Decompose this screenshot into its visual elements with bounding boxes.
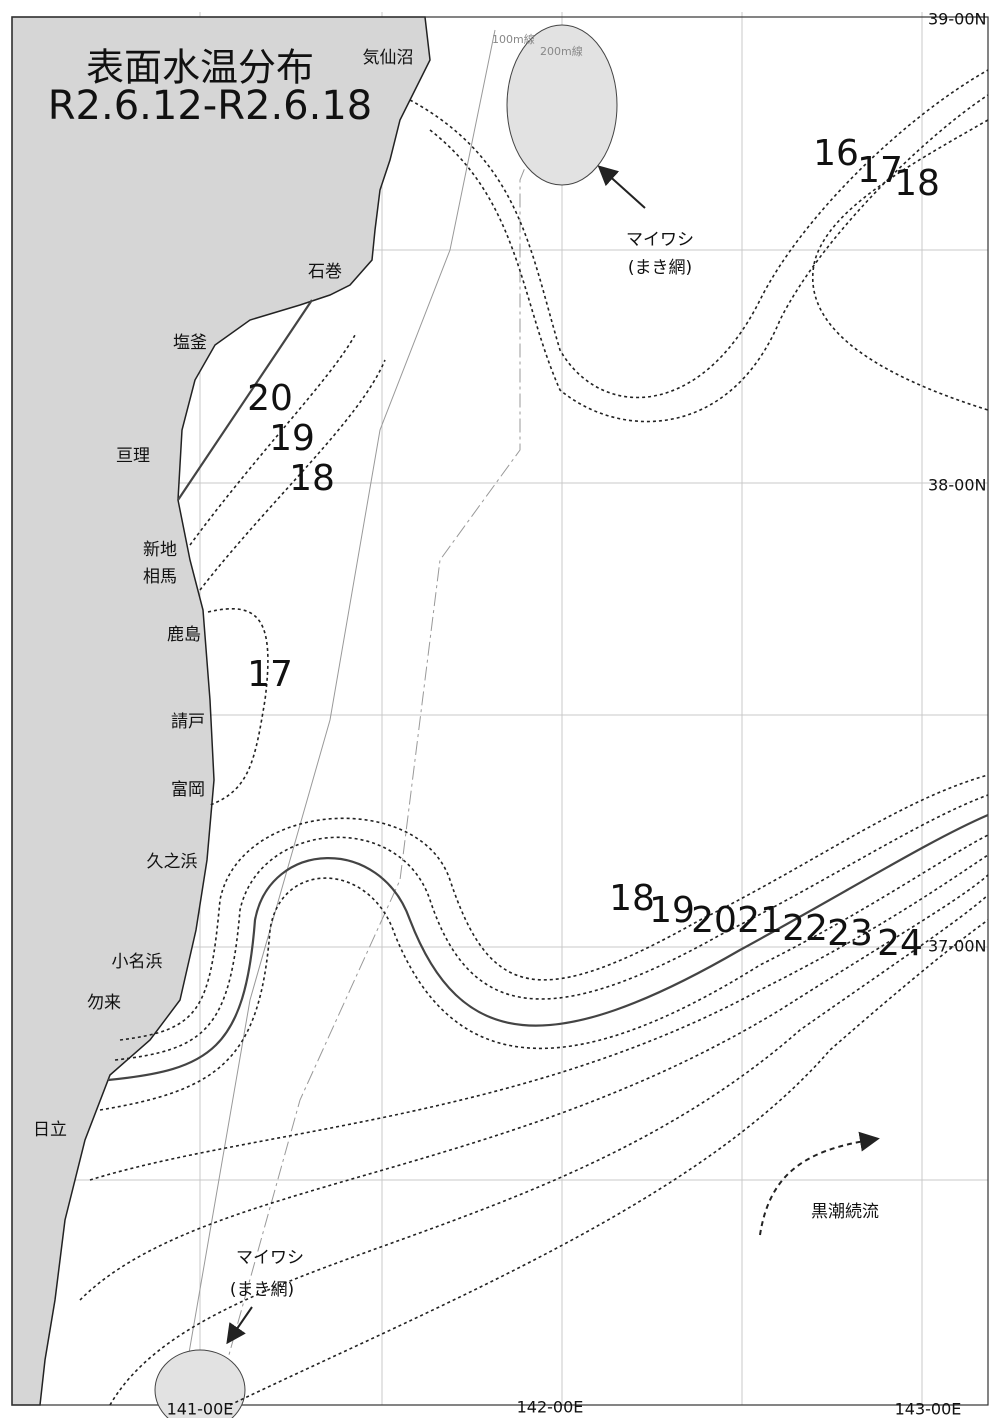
annotation: マイワシ bbox=[626, 230, 694, 250]
depth-label: 200m線 bbox=[540, 44, 583, 58]
place-label: 日立 bbox=[33, 1120, 67, 1140]
isotherm bbox=[107, 813, 989, 1082]
current-arrow bbox=[759, 1131, 880, 1236]
isotherm-label: 16 bbox=[813, 133, 859, 174]
isotherm-label: 21 bbox=[737, 900, 783, 941]
isotherm-label: 18 bbox=[289, 458, 335, 499]
place-label: 久之浜 bbox=[147, 852, 198, 872]
isotherm bbox=[409, 69, 989, 399]
isotherm bbox=[99, 834, 989, 1111]
annotation: (まき網) bbox=[628, 258, 692, 278]
arrow bbox=[226, 1306, 253, 1345]
place-label: 富岡 bbox=[171, 780, 205, 800]
place-label: 小名浜 bbox=[112, 952, 163, 972]
isotherm-label: 17 bbox=[857, 150, 903, 191]
place-label: 気仙沼 bbox=[363, 48, 414, 68]
isotherm bbox=[207, 608, 269, 806]
place-label: 相馬 bbox=[143, 567, 177, 587]
isotherm-label: 23 bbox=[827, 913, 873, 954]
place-label: 石巻 bbox=[308, 262, 342, 282]
isotherm-label: 18 bbox=[609, 878, 655, 919]
annotation: 黒潮続流 bbox=[811, 1202, 879, 1222]
map-title: 表面水温分布 bbox=[86, 46, 314, 90]
place-label: 鹿島 bbox=[167, 625, 201, 645]
isotherm-label: 17 bbox=[247, 654, 293, 695]
isotherm-label: 20 bbox=[691, 900, 737, 941]
longitude-label: 141-00E bbox=[167, 1400, 234, 1418]
isotherm-label: 22 bbox=[782, 908, 828, 949]
isotherm bbox=[229, 919, 989, 1406]
place-label: 亘理 bbox=[116, 446, 150, 466]
annotation: マイワシ bbox=[236, 1248, 304, 1268]
place-label: 塩釜 bbox=[173, 333, 207, 353]
longitude-label: 142-00E bbox=[517, 1398, 584, 1417]
map-subtitle: R2.6.12-R2.6.18 bbox=[48, 83, 372, 129]
latitude-label: 37-00N bbox=[928, 937, 986, 956]
isotherm bbox=[89, 854, 989, 1181]
isotherm bbox=[177, 299, 313, 501]
depth-line bbox=[214, 29, 581, 1406]
isotherm bbox=[429, 94, 989, 423]
isotherm bbox=[189, 334, 356, 546]
arrow bbox=[597, 165, 646, 209]
depth-label: 100m線 bbox=[492, 32, 535, 46]
depth-line bbox=[179, 29, 496, 1406]
isotherm bbox=[199, 359, 386, 591]
frame bbox=[11, 16, 989, 1406]
isotherm bbox=[114, 794, 989, 1061]
latitude-label: 38-00N bbox=[928, 476, 986, 495]
land bbox=[11, 16, 431, 1406]
place-label: 勿来 bbox=[87, 993, 121, 1013]
fishing-area bbox=[154, 1349, 246, 1418]
isotherm-label: 20 bbox=[247, 378, 293, 419]
latitude-label: 39-00N bbox=[928, 10, 986, 29]
annotation: (まき網) bbox=[230, 1280, 294, 1300]
isotherm-label: 18 bbox=[894, 163, 940, 204]
isotherm bbox=[812, 119, 989, 411]
isotherm bbox=[79, 874, 989, 1301]
longitude-label: 143-00E bbox=[895, 1400, 962, 1418]
isotherm-label: 19 bbox=[649, 890, 695, 931]
fishing-area bbox=[506, 24, 618, 186]
isotherm bbox=[109, 894, 989, 1406]
isotherm-label: 24 bbox=[877, 923, 923, 964]
isotherm-label: 19 bbox=[269, 418, 315, 459]
place-label: 請戸 bbox=[171, 712, 205, 732]
place-label: 新地 bbox=[143, 540, 177, 560]
isotherm bbox=[119, 774, 989, 1041]
